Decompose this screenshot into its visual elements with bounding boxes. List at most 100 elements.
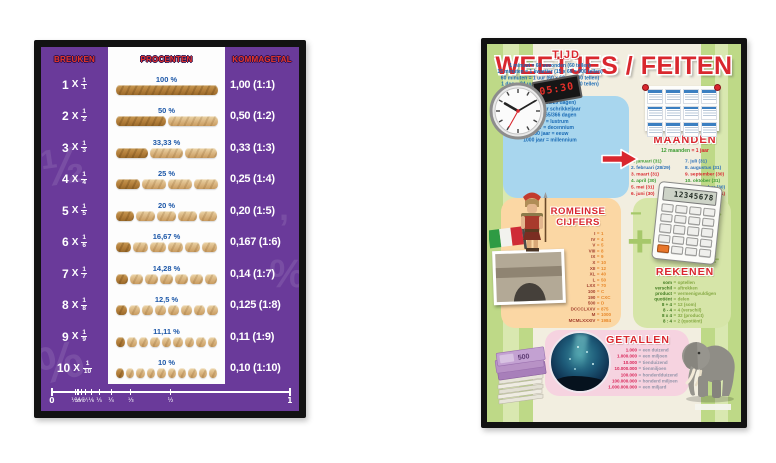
- roman-entry: DCCCLXXV = 875: [559, 306, 621, 312]
- roman-entry-left: VIII: [588, 248, 596, 254]
- numberline-label: 1: [287, 396, 293, 405]
- baguette-piece-icon: [157, 368, 166, 379]
- calendar-month-header: [666, 123, 680, 126]
- fraction-numerator: 1: [82, 139, 86, 147]
- decimal-cell: 0,20 (1:5): [230, 204, 275, 217]
- baguette-piece-icon: [161, 336, 172, 347]
- rekenen-entry: 8 + 4 = 12 (som): [637, 302, 729, 308]
- getallen-word: honderdduizend: [642, 372, 678, 378]
- baguette-piece-icon: [150, 242, 166, 253]
- roman-entry-left: IX: [591, 254, 596, 260]
- calendar-month: [665, 105, 681, 120]
- roman-entry: VIII = 8: [559, 248, 621, 254]
- fraction-row: 10 X 1 10 10 % 0,10 (1:10): [41, 353, 299, 385]
- numberline-tick: ¼: [108, 389, 114, 404]
- fraction-factor: 2: [62, 109, 69, 124]
- decimal-cell: 0,10 (1:10): [230, 362, 281, 375]
- getallen-entry: 100.000 = honderdduizend: [605, 372, 687, 378]
- calculator-display: 12345678: [662, 186, 718, 206]
- ruins-arch: [513, 282, 546, 306]
- getallen-word: een miljoen: [642, 353, 668, 359]
- tijd-title: TIJD: [552, 49, 580, 61]
- fraction-factor: 9: [62, 329, 69, 344]
- fraction-row: 7 X 1 7 14,28 % 0,14 (1:7): [41, 258, 299, 290]
- getallen-entry: 10.000.000 = tienmiljoen: [605, 366, 687, 372]
- equals-sign: =: [596, 300, 600, 306]
- tijd-line: 1 jaar = 365/366 dagen: [523, 112, 577, 119]
- equals-sign: =: [673, 302, 677, 307]
- calendar-month-days: [702, 110, 716, 118]
- fraction-denominator: 9: [81, 336, 87, 344]
- decimal-cell: 0,167 (1:6): [230, 236, 281, 249]
- equals-sign: =: [596, 317, 600, 323]
- roman-entry-left: M: [591, 312, 596, 318]
- getallen-number: 1.000: [625, 347, 637, 353]
- getallen-entry: 100.000.000 = honderd miljoen: [605, 378, 687, 384]
- calendar-month-days: [666, 126, 680, 135]
- baguette-piece-icon: [184, 147, 218, 158]
- roman-entry-right: 1984: [601, 317, 612, 323]
- equals-sign: =: [596, 271, 600, 277]
- baguette-piece-icon: [174, 273, 188, 284]
- percent-cell: 100 %: [108, 75, 225, 95]
- euro-banknotes-icon: 500: [494, 346, 547, 405]
- equals-sign: =: [638, 347, 642, 353]
- percent-cell: 11,11 %: [108, 327, 225, 347]
- baguette-piece-icon: [202, 242, 218, 253]
- baguette-piece-icon: [128, 305, 140, 316]
- baguette-piece-icon: [145, 273, 159, 284]
- getallen-title: GETALLEN: [606, 334, 670, 346]
- roman-entry: X = 10: [559, 260, 621, 266]
- equals-sign: =: [596, 254, 600, 260]
- fraction-denominator: 2: [81, 115, 87, 123]
- percent-label: 10 %: [157, 358, 176, 368]
- calendar-month-days: [648, 110, 662, 118]
- calculator-key: [658, 223, 672, 233]
- baguette-piece-icon: [115, 116, 166, 127]
- baguette-piece-icon: [138, 336, 149, 347]
- calendar-month-header: [648, 123, 662, 126]
- fraction-numerator: 1: [85, 360, 90, 368]
- baguette-piece-icon: [160, 273, 173, 284]
- calendar-icon: [645, 86, 719, 137]
- month-item: 6. juni (30): [631, 191, 655, 197]
- fraction-numerator: 1: [82, 202, 86, 210]
- roman-entry-left: DCCCLXXV: [570, 306, 596, 312]
- roman-entry: I = 1: [559, 231, 621, 237]
- getallen-word: een duizend: [642, 347, 669, 353]
- rekenen-entry-left: product: [655, 291, 672, 296]
- getallen-number: 1.000.000.000: [608, 384, 637, 390]
- tijd-line: 1000 jaar = millennium: [523, 137, 577, 143]
- baguette-piece-icon: [132, 242, 149, 253]
- rekenen-entry-right: 12 (som): [677, 302, 697, 307]
- baguette-piece-icon: [184, 242, 201, 253]
- getallen-list: 1.000 = een duizend 1.000.000 = een miljoen 10…: [605, 347, 687, 393]
- calendar-month-header: [648, 90, 662, 93]
- getallen-word: tienduizend: [642, 359, 668, 365]
- baguette-piece-icon: [173, 336, 183, 347]
- getallen-number: 1.000.000: [616, 353, 637, 359]
- equals-sign: =: [596, 277, 600, 283]
- percent-label: 25 %: [157, 169, 176, 179]
- roman-entry: 500 = D: [559, 301, 621, 307]
- maanden-subtitle-right: = 1 jaar: [691, 148, 709, 154]
- roman-entry: MCMLXXXIV = 1984: [559, 318, 621, 324]
- roman-entry-left: V: [592, 242, 596, 248]
- baguette-row: [115, 116, 218, 127]
- month-item: 4. april (30): [631, 178, 657, 184]
- fraction-denominator: 8: [81, 304, 87, 312]
- month-item: 2. februari (28/29): [631, 165, 671, 171]
- roman-entry: IX = 9: [559, 254, 621, 260]
- baguette-piece-icon: [136, 368, 145, 379]
- fraction-numerator: 1: [82, 265, 86, 273]
- numberline-tick: ⅒: [71, 389, 80, 404]
- numberline-tick: ⅓: [128, 389, 134, 404]
- months-column-1: 1. januari (31) 2. februari (28/29) 3. maa…: [631, 158, 685, 197]
